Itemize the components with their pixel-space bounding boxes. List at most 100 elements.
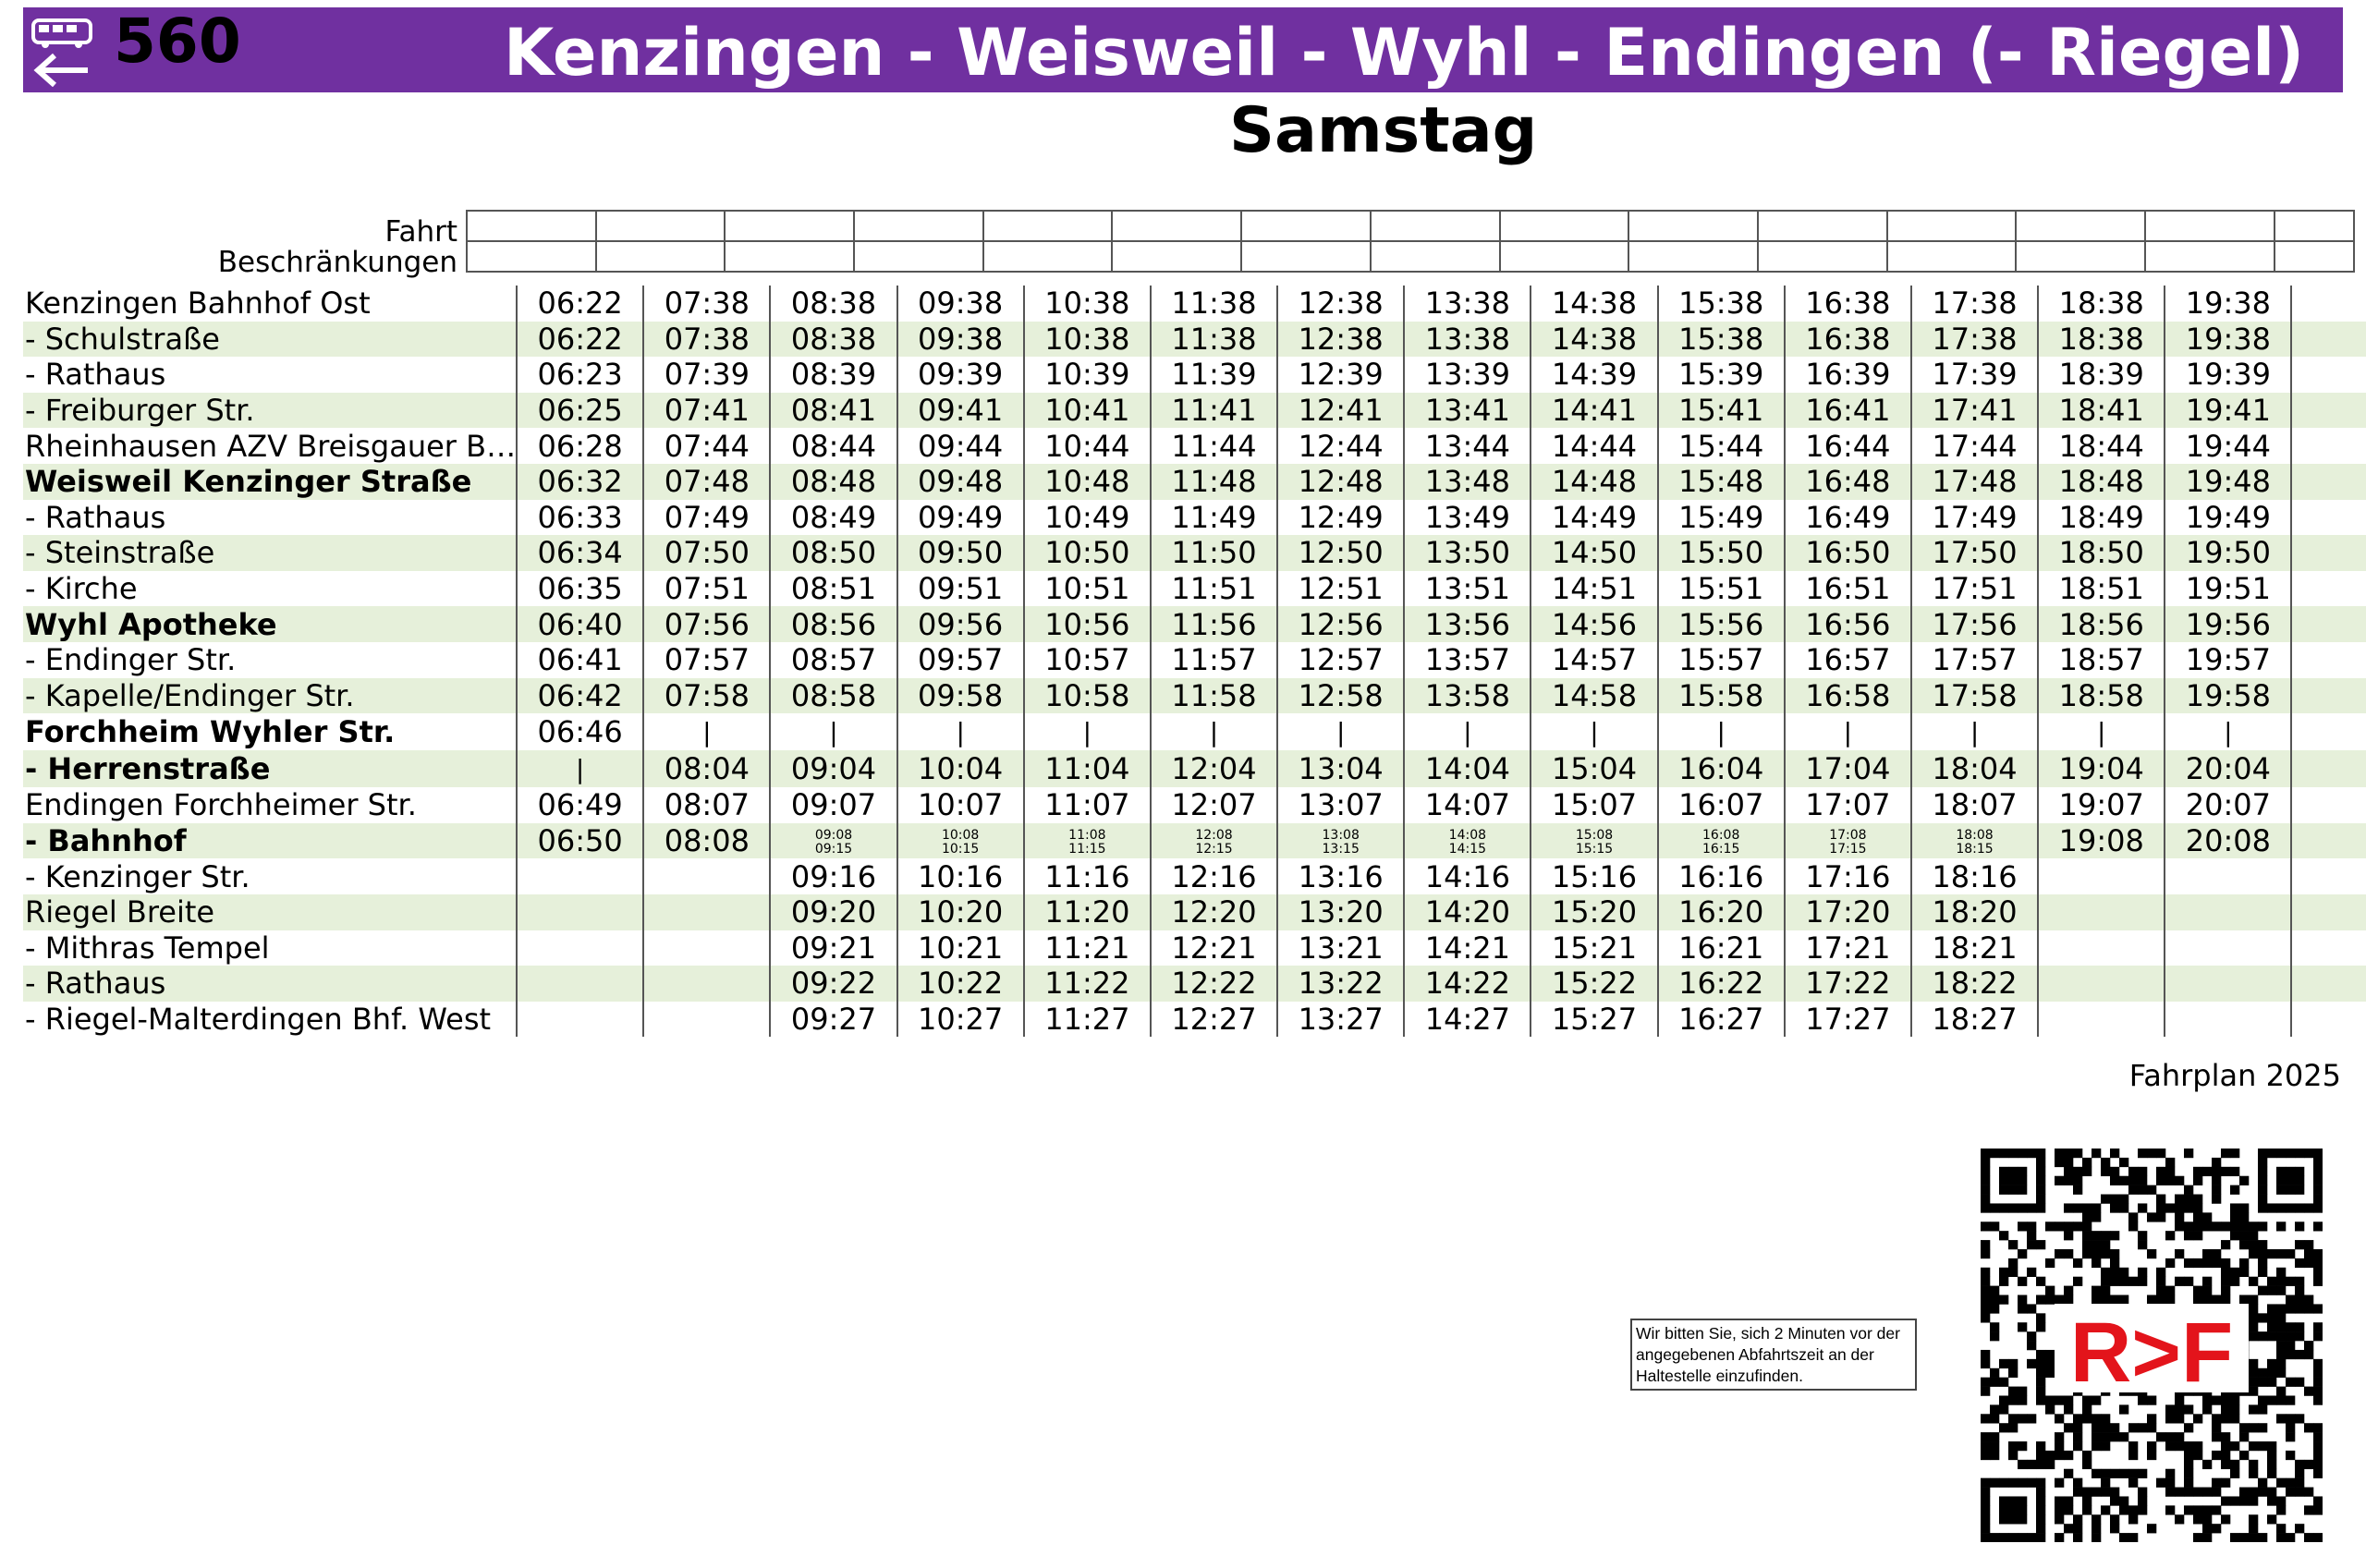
qr-module bbox=[2267, 1248, 2277, 1259]
departure-time: 09:58 bbox=[896, 677, 1024, 714]
empty-cell bbox=[2290, 463, 2366, 500]
qr-module bbox=[1981, 1432, 1991, 1442]
qr-module bbox=[1999, 1276, 2009, 1286]
qr-module bbox=[2276, 1322, 2287, 1332]
qr-module bbox=[2110, 1295, 2120, 1305]
empty-cell bbox=[2290, 428, 2366, 464]
qr-module bbox=[2295, 1285, 2305, 1295]
qr-module bbox=[2249, 1404, 2259, 1415]
departure-time: 16:38 bbox=[1783, 286, 1911, 322]
qr-module bbox=[2286, 1432, 2296, 1442]
empty-cell bbox=[2290, 677, 2366, 714]
qr-module bbox=[2156, 1203, 2166, 1213]
qr-module bbox=[2258, 1395, 2268, 1405]
qr-module bbox=[2110, 1423, 2120, 1433]
departure-time bbox=[516, 858, 644, 894]
qr-module bbox=[2008, 1414, 2018, 1424]
qr-module bbox=[2230, 1496, 2240, 1506]
qr-module bbox=[2073, 1203, 2083, 1213]
qr-module bbox=[2230, 1203, 2240, 1213]
qr-module bbox=[2055, 1395, 2065, 1405]
departure-time bbox=[516, 966, 644, 1002]
qr-module bbox=[1981, 1377, 1991, 1387]
qr-module bbox=[2165, 1166, 2176, 1177]
arrival-departure-time: 10:08 10:15 bbox=[941, 828, 980, 857]
departure-time: 17:38 bbox=[1909, 286, 2039, 322]
qr-module bbox=[2147, 1149, 2157, 1159]
arrival-departure-time: 16:08 16:15 bbox=[1702, 828, 1740, 857]
departure-time: 06:49 bbox=[516, 787, 644, 823]
departure-time: 07:56 bbox=[642, 606, 771, 642]
departure-time: 06:41 bbox=[516, 641, 644, 678]
stop-name: - Kirche bbox=[25, 571, 138, 607]
qr-module bbox=[2221, 1258, 2231, 1269]
qr-module bbox=[1990, 1331, 2000, 1342]
departure-time: 14:39 bbox=[1530, 357, 1658, 393]
qr-module bbox=[2221, 1285, 2231, 1295]
departure-time: 11:56 bbox=[1149, 606, 1278, 642]
qr-module bbox=[1981, 1157, 1991, 1168]
departure-time: 16:41 bbox=[1783, 392, 1911, 429]
qr-module bbox=[2267, 1468, 2277, 1478]
stop-name: - Rathaus bbox=[23, 966, 518, 1002]
qr-module bbox=[2064, 1166, 2074, 1177]
qr-module bbox=[2239, 1496, 2250, 1506]
stop-name: Forchheim Wyhler Str. bbox=[25, 714, 396, 750]
departure-time: 07:49 bbox=[642, 499, 771, 536]
departure-time: 16:27 bbox=[1656, 1001, 1785, 1038]
qr-module bbox=[2082, 1222, 2092, 1232]
qr-module bbox=[2230, 1414, 2240, 1424]
qr-module bbox=[1990, 1304, 2000, 1314]
qr-module bbox=[2212, 1395, 2222, 1405]
departure-time: 13:22 bbox=[1276, 966, 1405, 1002]
departure-time: 19:57 bbox=[2164, 641, 2292, 678]
qr-module bbox=[2304, 1304, 2314, 1314]
departure-time: 15:56 bbox=[1656, 606, 1785, 642]
qr-module bbox=[2008, 1386, 2018, 1396]
qr-module bbox=[2018, 1496, 2028, 1506]
qr-module bbox=[2008, 1166, 2018, 1177]
qr-module bbox=[2018, 1276, 2028, 1286]
qr-module bbox=[2276, 1524, 2287, 1534]
qr-module bbox=[2018, 1248, 2028, 1259]
qr-module bbox=[2092, 1533, 2102, 1542]
qr-module bbox=[2258, 1258, 2268, 1269]
qr-module bbox=[2202, 1295, 2213, 1305]
qr-module bbox=[2092, 1240, 2102, 1250]
timetable-row: - Riegel-Malterdingen Bhf. West 09:27 10:2… bbox=[23, 1001, 2366, 1038]
qr-module bbox=[2156, 1477, 2166, 1488]
departure-time: 19:38 bbox=[2164, 321, 2292, 358]
qr-module bbox=[2008, 1505, 2018, 1515]
qr-module bbox=[2101, 1231, 2111, 1241]
departure-time: 16:50 bbox=[1783, 535, 1911, 571]
stop-name: - Rathaus bbox=[25, 357, 166, 393]
empty-cell bbox=[2290, 1001, 2366, 1038]
departure-time bbox=[2164, 1001, 2292, 1038]
qr-module bbox=[2073, 1477, 2083, 1488]
qr-module bbox=[2249, 1468, 2259, 1478]
qr-module bbox=[2055, 1295, 2065, 1305]
qr-module bbox=[2147, 1524, 2157, 1534]
qr-module bbox=[2147, 1395, 2157, 1405]
qr-module bbox=[2267, 1487, 2277, 1497]
departure-time: 17:57 bbox=[1909, 641, 2039, 678]
qr-module bbox=[2184, 1505, 2194, 1515]
qr-module bbox=[2267, 1377, 2277, 1387]
departure-time: | bbox=[1909, 713, 2039, 751]
empty-cell bbox=[2290, 750, 2366, 788]
departure-time: 17:58 bbox=[1909, 677, 2039, 714]
fahrplan-year: Fahrplan 2025 bbox=[2128, 1058, 2341, 1093]
departure-time: 14:58 bbox=[1530, 677, 1658, 714]
qr-module bbox=[2212, 1477, 2222, 1488]
qr-module bbox=[2276, 1395, 2287, 1405]
departure-time: | bbox=[1530, 713, 1658, 751]
qr-module bbox=[2128, 1423, 2139, 1433]
qr-module bbox=[2184, 1185, 2194, 1195]
qr-module bbox=[2128, 1222, 2139, 1232]
qr-module bbox=[2128, 1533, 2139, 1542]
qr-module bbox=[2156, 1149, 2166, 1159]
qr-module bbox=[2295, 1175, 2305, 1185]
qr-module bbox=[1990, 1367, 2000, 1378]
departure-time: 08:38 bbox=[769, 321, 897, 358]
qr-module bbox=[2045, 1285, 2055, 1295]
